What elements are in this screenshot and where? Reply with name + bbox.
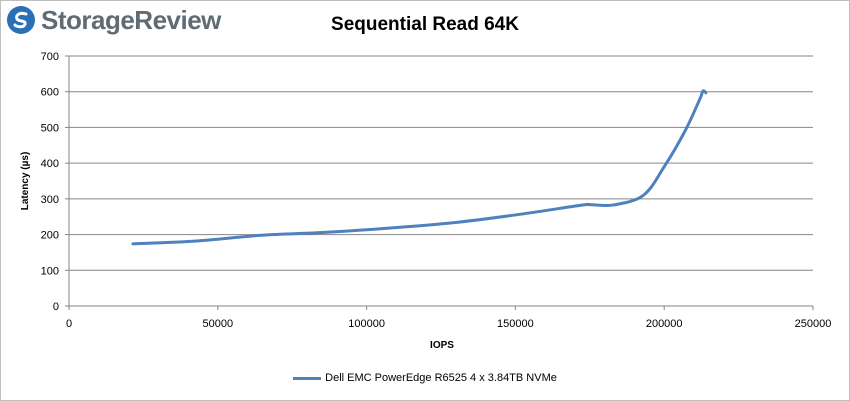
y-tick-label: 300 [41,194,59,206]
y-tick-label: 200 [41,230,59,242]
series-lines [131,89,708,246]
y-tick-label: 600 [41,87,59,99]
y-tick-label: 400 [41,158,59,170]
series-line [131,89,708,246]
y-axis-label: Latency (µs) [20,152,31,211]
legend-label: Dell EMC PowerEdge R6525 4 x 3.84TB NVMe [325,372,557,384]
x-axis-label: IOPS [430,340,454,351]
x-tick-label: 200000 [646,318,683,330]
x-tick-label: 0 [66,318,72,330]
x-tick-label: 50000 [203,318,234,330]
x-tick-labels: 0 50000 100000 150000 200000 250000 [66,318,831,330]
brand-name: StorageReview [41,4,221,35]
brand-logo: StorageReview [6,4,221,36]
chart-title: Sequential Read 64K [331,14,519,35]
y-tick-label: 500 [41,122,59,134]
y-tick-label: 700 [41,51,59,63]
axes [65,55,814,310]
y-tick-label: 0 [53,301,59,313]
x-tick-label: 100000 [348,318,385,330]
x-tick-label: 250000 [795,318,832,330]
y-tick-label: 100 [41,265,59,277]
legend-swatch [293,376,322,380]
y-tick-labels: 0 100 200 300 400 500 600 700 [41,51,59,313]
gridlines [69,55,813,271]
storagereview-logo-icon [7,6,35,34]
legend: Dell EMC PowerEdge R6525 4 x 3.84TB NVMe [0,372,850,384]
x-tick-label: 150000 [497,318,534,330]
